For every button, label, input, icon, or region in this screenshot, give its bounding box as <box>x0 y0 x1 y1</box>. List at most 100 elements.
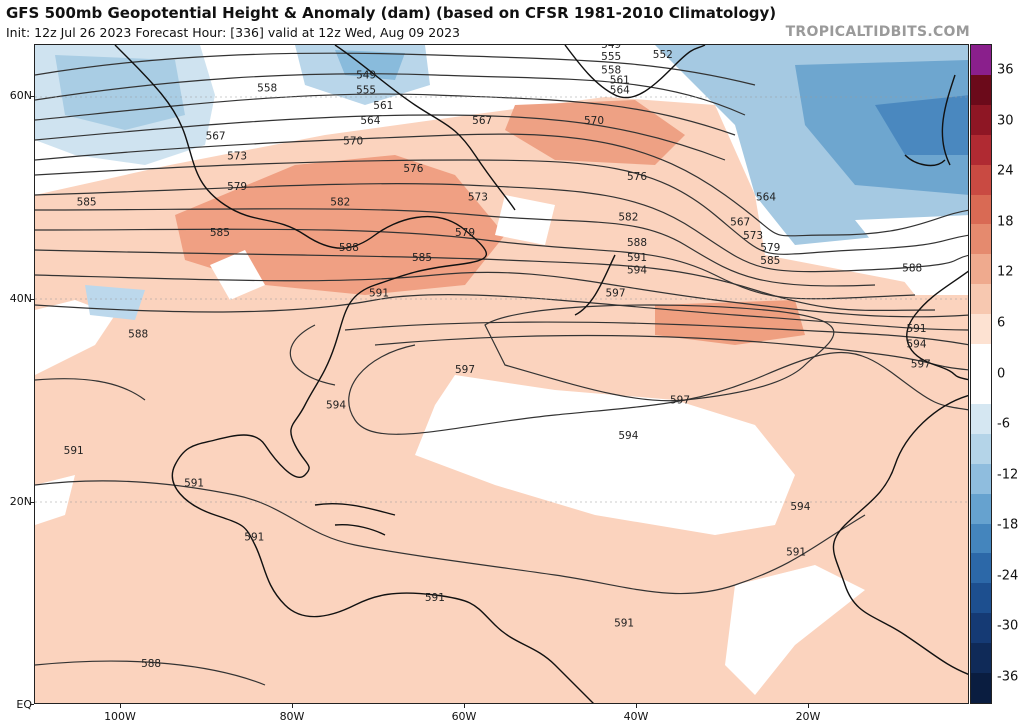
contour-label: 585 <box>210 227 230 239</box>
colorbar-segment <box>971 523 991 554</box>
contour-label: 591 <box>906 323 926 335</box>
colorbar-segment <box>971 463 991 494</box>
contour-label: 549 <box>356 69 376 81</box>
colorbar-segment <box>971 104 991 135</box>
lon-label-40w: 40W <box>623 710 649 723</box>
colorbar-label: 0 <box>997 366 1006 381</box>
contour-label: 597 <box>911 359 931 371</box>
colorbar-label: -6 <box>997 416 1010 432</box>
colorbar-segment <box>971 314 991 345</box>
colorbar-segment <box>971 643 991 674</box>
contour-label: 564 <box>360 115 380 127</box>
contour-label: 597 <box>455 364 475 376</box>
contour-label: 570 <box>584 115 604 127</box>
contour-label: 591 <box>369 288 389 300</box>
contour-label: 552 <box>653 49 673 61</box>
anomaly-fill <box>35 45 968 703</box>
colorbar-label: -24 <box>997 568 1019 584</box>
contour-label: 591 <box>184 477 204 489</box>
contour-label: 591 <box>627 252 647 264</box>
colorbar-segment <box>971 613 991 644</box>
contour-label: 567 <box>472 115 492 127</box>
anomaly-map: 549 555 558 561 564 567 570 573 576 579 582 585 585 5… <box>34 44 969 704</box>
contour-label: 585 <box>760 255 780 267</box>
colorbar-segment <box>971 164 991 195</box>
contour-label: 582 <box>618 212 638 224</box>
colorbar-segment <box>971 553 991 584</box>
colorbar-segment <box>971 284 991 315</box>
contour-label: 594 <box>326 399 346 411</box>
map-title: GFS 500mb Geopotential Height & Anomaly … <box>6 4 777 22</box>
contour-label: 588 <box>128 328 148 340</box>
contour-label: 591 <box>64 445 84 457</box>
colorbar-label: 36 <box>997 62 1014 78</box>
contour-label: 573 <box>468 191 488 203</box>
colorbar-segment <box>971 493 991 524</box>
contour-label: 594 <box>618 430 638 442</box>
contour-label: 585 <box>412 252 432 264</box>
colorbar-label: 18 <box>997 214 1014 230</box>
colorbar-segment <box>971 344 991 374</box>
contour-label: 564 <box>610 85 630 97</box>
lon-label-60w: 60W <box>451 710 477 723</box>
contour-label: 561 <box>373 100 393 112</box>
anomaly-colorbar <box>970 44 992 704</box>
contour-label: 579 <box>760 242 780 254</box>
contour-label: 591 <box>786 547 806 559</box>
contour-label: 570 <box>343 135 363 147</box>
lon-label-20w: 20W <box>795 710 821 723</box>
colorbar-segment <box>971 583 991 614</box>
contour-label: 576 <box>403 163 423 175</box>
colorbar-label: 24 <box>997 163 1014 179</box>
colorbar-label: -36 <box>997 669 1019 685</box>
lat-lon-grid <box>35 96 968 503</box>
colorbar-segment <box>971 45 991 75</box>
contour-label: 588 <box>902 262 922 274</box>
colorbar-segment <box>971 373 991 404</box>
contour-label: 549 <box>601 45 621 51</box>
coastlines <box>114 45 968 703</box>
contour-label: 579 <box>227 181 247 193</box>
lon-label-100w: 100W <box>104 710 136 723</box>
lat-label-20n: 20N <box>9 495 32 508</box>
contour-label: 576 <box>627 171 647 183</box>
colorbar-segment <box>971 224 991 255</box>
lon-label-80w: 80W <box>279 710 305 723</box>
contour-label: 558 <box>601 64 621 76</box>
colorbar-segment <box>971 403 991 434</box>
colorbar-label: -18 <box>997 517 1019 533</box>
contour-label: 558 <box>257 83 277 95</box>
colorbar-segment <box>971 254 991 285</box>
contour-label: 555 <box>356 85 376 97</box>
colorbar-label: -30 <box>997 618 1019 634</box>
colorbar-label: 12 <box>997 264 1014 280</box>
contour-label: 594 <box>906 338 926 350</box>
contour-label: 588 <box>141 658 161 670</box>
site-credit: TROPICALTIDBITS.COM <box>785 24 970 40</box>
contour-label: 579 <box>455 227 475 239</box>
contour-label: 594 <box>790 501 810 513</box>
contour-label: 573 <box>227 151 247 163</box>
contour-label: 567 <box>206 130 226 142</box>
contour-label: 594 <box>627 264 647 276</box>
contour-label: 585 <box>77 196 97 208</box>
contour-label: 591 <box>614 618 634 630</box>
lat-label-eq: EQ <box>16 698 32 711</box>
lat-label-60n: 60N <box>9 89 32 102</box>
contour-label: 588 <box>627 237 647 249</box>
colorbar-segment <box>971 74 991 105</box>
contour-label: 591 <box>244 531 264 543</box>
colorbar-segment <box>971 194 991 225</box>
colorbar-label: 6 <box>997 315 1006 331</box>
contour-label: 561 <box>610 75 630 87</box>
contour-label: 573 <box>743 230 763 242</box>
colorbar-segment <box>971 673 991 703</box>
colorbar-segment <box>971 134 991 165</box>
colorbar-label: 30 <box>997 113 1014 129</box>
lat-label-40n: 40N <box>9 292 32 305</box>
contour-label: 540 <box>618 45 638 48</box>
colorbar-segment <box>971 433 991 464</box>
forecast-info: Init: 12z Jul 26 2023 Forecast Hour: [33… <box>6 25 461 40</box>
contour-label: 591 <box>425 592 445 604</box>
